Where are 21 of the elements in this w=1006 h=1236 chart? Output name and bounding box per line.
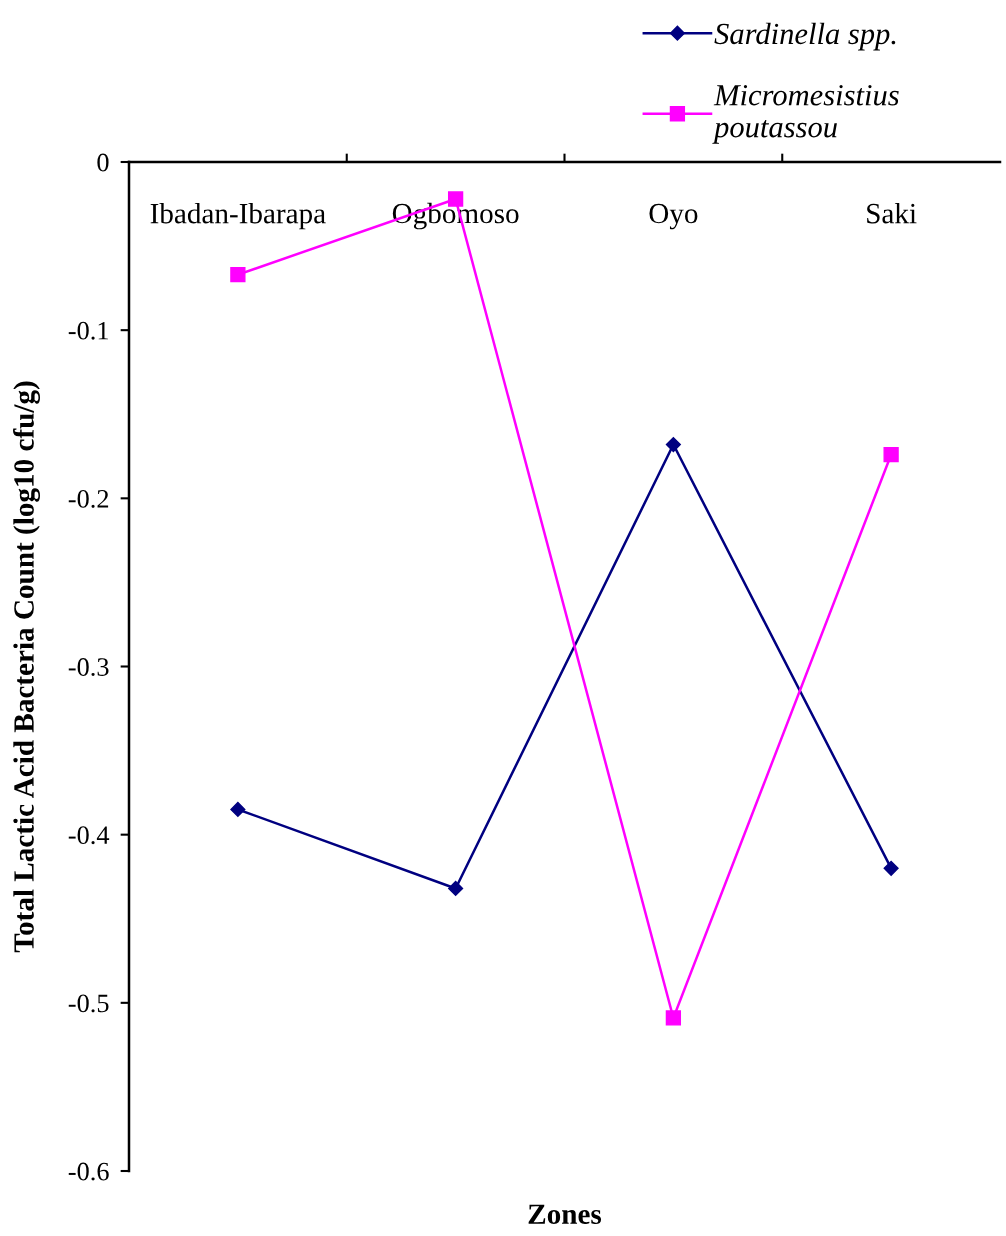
y-tick-label: -0.5 [68, 994, 109, 1013]
point [448, 880, 464, 897]
point [230, 801, 246, 818]
point [883, 860, 899, 876]
legend-label: Sardinella spp. [714, 22, 896, 51]
y-tick-label: -0.4 [68, 826, 110, 845]
point [665, 436, 681, 453]
legend-label: Micromesistius poutassou [712, 84, 899, 144]
point [883, 446, 899, 463]
point [665, 1010, 682, 1026]
y-tick-label: -0.2 [68, 489, 109, 508]
point [230, 267, 246, 283]
x-axis-title: Zones [528, 1204, 602, 1225]
x-tick-label: Oyo [649, 203, 698, 230]
x-tick-label: Saki [867, 202, 917, 224]
y-axis-title: Total Lactic Acid Bacteria Count (log10 cfu/g) [13, 381, 40, 953]
y-tick-label: -0.1 [68, 321, 108, 340]
y-tick-label: 0 [97, 153, 109, 172]
y-tick-label: -0.6 [68, 1162, 109, 1181]
y-tick-label: -0.3 [68, 658, 109, 677]
x-tick-label: Ibadan-Ibarapa [150, 202, 326, 230]
